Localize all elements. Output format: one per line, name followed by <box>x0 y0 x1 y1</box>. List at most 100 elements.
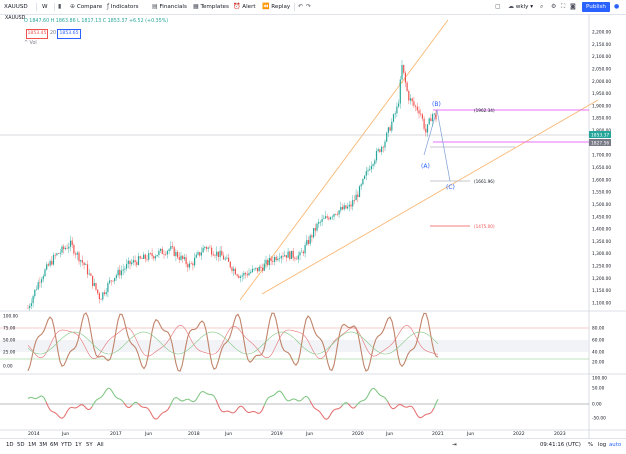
range-button-1m[interactable]: 1M <box>28 442 36 448</box>
candle-body <box>206 247 207 249</box>
range-button-all[interactable]: All <box>97 442 104 448</box>
interval-button[interactable]: W <box>42 2 48 12</box>
osc2-segment <box>62 417 64 418</box>
osc2-segment <box>280 391 282 393</box>
osc2-segment <box>94 400 96 403</box>
candle-body <box>401 65 402 80</box>
candle-body <box>310 235 311 243</box>
channel-lower-line[interactable] <box>262 100 598 294</box>
osc2-segment <box>330 412 332 415</box>
range-button-ytd[interactable]: YTD <box>61 442 72 448</box>
osc2-segment <box>250 412 252 413</box>
level-1661-label[interactable]: (1661.96) <box>474 179 495 184</box>
log-scale-toggle[interactable]: log <box>598 442 606 448</box>
auto-scale-toggle[interactable]: auto <box>609 442 621 448</box>
candle-body <box>362 179 363 184</box>
candle-body <box>145 255 146 259</box>
osc2-right-tick: -50.00 <box>592 416 606 422</box>
candle-body <box>413 101 414 105</box>
candle-body <box>308 240 309 244</box>
templates-button[interactable]: ▦ Templates <box>193 2 229 12</box>
price-tick-label: 2,050.00 <box>592 66 611 72</box>
indicators-label: Indicators <box>111 4 139 10</box>
wave-c-label[interactable]: (C) <box>446 184 455 191</box>
osc2-segment <box>168 406 170 409</box>
candle-body <box>225 259 226 260</box>
layout-square-icon[interactable]: ▢ <box>495 2 501 12</box>
indicators-button[interactable]: ƒ Indicators <box>107 2 139 12</box>
price-axis[interactable]: 2,200.002,150.002,100.002,050.002,000.00… <box>592 30 611 307</box>
price-tick-label: 1,550.00 <box>592 190 611 196</box>
osc2-segment <box>28 397 30 398</box>
osc2-segment <box>100 396 102 398</box>
candle-body <box>153 256 154 258</box>
candle-body <box>374 160 375 164</box>
candle-body <box>94 283 95 286</box>
osc2-segment <box>266 398 268 401</box>
layout-menu-button[interactable]: ☁ wkly ▾ <box>508 2 533 12</box>
candle-body <box>174 247 175 256</box>
alert-button[interactable]: ⏰ Alert <box>233 2 256 12</box>
redo-icon[interactable]: ↷ <box>306 2 311 12</box>
range-button-1y[interactable]: 1Y <box>75 442 82 448</box>
clock-readout[interactable]: 09:41:16 (UTC) <box>540 442 581 448</box>
candle-body <box>150 253 151 254</box>
candle-body <box>102 292 103 299</box>
range-button-5y[interactable]: 5Y <box>86 442 93 448</box>
wave-b-label[interactable]: (B) <box>432 101 441 108</box>
wave-path[interactable] <box>424 110 450 181</box>
osc2-segment <box>220 409 222 412</box>
candle-body <box>281 256 282 258</box>
osc2-segment <box>290 399 292 400</box>
candle-body <box>352 200 353 206</box>
osc2-segment <box>420 417 422 418</box>
chart-area[interactable]: (B) (A) (C) (1962.34) (1661.96) (1475.00… <box>0 14 626 438</box>
quick-search-icon[interactable]: ⌕ <box>540 2 543 12</box>
osc2-segment <box>214 396 216 400</box>
osc2-segment <box>430 412 432 414</box>
candle-body <box>162 249 163 254</box>
candle-body <box>430 118 431 121</box>
level-1475-label[interactable]: (1475.00) <box>474 224 495 229</box>
camera-icon[interactable]: ◙ <box>570 2 576 12</box>
osc2-segment <box>296 400 298 401</box>
candle-body <box>378 149 379 151</box>
time-tick-label: Jun <box>385 431 393 437</box>
candle-body <box>313 228 314 237</box>
candle-body <box>320 222 321 223</box>
osc2-segment <box>394 407 396 409</box>
financials-button[interactable]: ▤ Financials <box>152 2 187 12</box>
osc2-segment <box>320 412 322 415</box>
undo-icon[interactable]: ↶ <box>298 2 303 12</box>
range-button-6m[interactable]: 6M <box>50 442 58 448</box>
osc2-segment <box>418 416 420 417</box>
osc2-segment <box>358 402 360 404</box>
candle-style-icon[interactable]: ▮ <box>58 2 61 12</box>
goto-date-icon[interactable]: ⇥ <box>452 442 457 448</box>
range-button-5d[interactable]: 5D <box>17 442 25 448</box>
candle-body <box>274 257 275 262</box>
publish-button[interactable]: Publish <box>582 2 610 12</box>
account-icon[interactable]: ● <box>614 2 619 12</box>
candle-body <box>315 228 316 230</box>
percent-scale-toggle[interactable]: % <box>588 442 593 448</box>
candle-body <box>269 258 270 265</box>
fullscreen-icon[interactable]: ⛶ <box>561 2 565 12</box>
wave-a-label[interactable]: (A) <box>421 163 430 170</box>
range-button-3m[interactable]: 3M <box>39 442 47 448</box>
time-tick-label: 2019 <box>271 431 283 437</box>
layout-name: wkly <box>516 4 529 10</box>
candlestick-series[interactable] <box>27 60 436 311</box>
symbol-search[interactable]: XAUUSD <box>4 2 28 12</box>
range-button-1d[interactable]: 1D <box>6 442 14 448</box>
price-tick-label: 2,000.00 <box>592 79 611 85</box>
compare-button[interactable]: ⊕ Compare <box>70 2 102 12</box>
settings-icon[interactable]: ⚙ <box>551 2 556 12</box>
replay-button[interactable]: ⏪ Replay <box>262 2 290 12</box>
osc2-segment <box>86 408 88 410</box>
osc2-segment <box>48 406 50 409</box>
candle-body <box>46 264 47 269</box>
level-1962-label[interactable]: (1962.34) <box>474 108 495 113</box>
